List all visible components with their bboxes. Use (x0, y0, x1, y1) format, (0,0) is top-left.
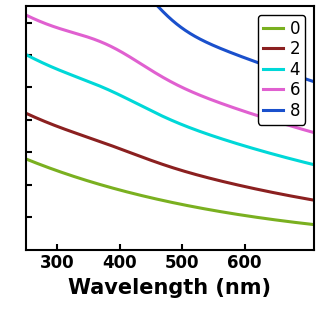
X-axis label: Wavelength (nm): Wavelength (nm) (68, 278, 271, 298)
Legend: 0, 2, 4, 6, 8: 0, 2, 4, 6, 8 (258, 15, 305, 125)
